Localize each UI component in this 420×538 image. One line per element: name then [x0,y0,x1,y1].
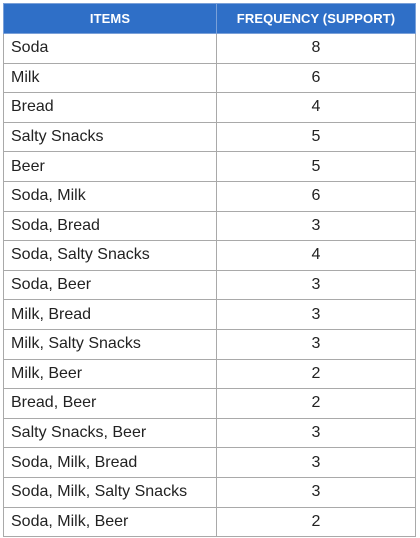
frequency-cell: 3 [216,210,416,242]
table-row: Beer 5 [3,151,416,182]
frequency-cell: 4 [216,240,416,271]
itemset-cell: Milk, Beer [3,358,217,390]
frequency-cell: 3 [216,328,416,360]
frequency-cell: 4 [216,92,416,123]
table-row: Bread 4 [3,92,416,123]
table-row: Milk, Salty Snacks 3 [3,328,416,360]
table-row: Soda, Milk, Bread 3 [3,447,416,478]
itemset-cell: Soda, Beer [3,269,217,301]
table-body: Soda 8 Milk 6 Bread 4 Salty Snacks 5 Beer 5 Soda, … [3,33,416,538]
itemset-cell: Soda, Milk, Bread [3,447,217,478]
frequency-cell: 5 [216,121,416,153]
frequency-cell: 2 [216,388,416,419]
itemset-frequency-table: ITEMS FREQUENCY (SUPPORT) Soda 8 Milk 6 Brea… [3,3,416,538]
table-row: Milk, Beer 2 [3,358,416,390]
frequency-cell: 3 [216,269,416,301]
frequency-cell: 8 [216,33,416,64]
table-row: Milk 6 [3,62,416,94]
itemset-cell: Soda [3,33,217,64]
table-row: Soda, Milk 6 [3,180,416,212]
frequency-cell: 6 [216,62,416,94]
table-row: Soda, Milk, Salty Snacks 3 [3,476,416,508]
itemset-cell: Salty Snacks [3,121,217,153]
table-row: Soda, Beer 3 [3,269,416,301]
itemset-frequency-table-container: ITEMS FREQUENCY (SUPPORT) Soda 8 Milk 6 Brea… [3,3,416,538]
table-row: Salty Snacks 5 [3,121,416,153]
itemset-cell: Soda, Milk, Beer [3,506,217,538]
frequency-cell: 3 [216,417,416,449]
itemset-cell: Soda, Milk [3,180,217,212]
frequency-cell: 3 [216,299,416,330]
table-row: Soda, Bread 3 [3,210,416,242]
table-row: Soda 8 [3,33,416,64]
table-row: Soda, Milk, Beer 2 [3,506,416,538]
frequency-cell: 5 [216,151,416,182]
frequency-cell: 2 [216,506,416,538]
frequency-cell: 3 [216,476,416,508]
itemset-cell: Salty Snacks, Beer [3,417,217,449]
itemset-cell: Soda, Milk, Salty Snacks [3,476,217,508]
frequency-cell: 6 [216,180,416,212]
frequency-column-header: FREQUENCY (SUPPORT) [216,3,416,34]
itemset-cell: Beer [3,151,217,182]
table-row: Bread, Beer 2 [3,388,416,419]
itemset-cell: Milk, Bread [3,299,217,330]
frequency-cell: 3 [216,447,416,478]
header-row: ITEMS FREQUENCY (SUPPORT) [3,3,416,34]
table-row: Soda, Salty Snacks 4 [3,240,416,271]
items-column-header: ITEMS [3,3,217,34]
table-header: ITEMS FREQUENCY (SUPPORT) [3,3,416,34]
itemset-cell: Bread, Beer [3,388,217,419]
itemset-cell: Bread [3,92,217,123]
itemset-cell: Soda, Salty Snacks [3,240,217,271]
table-row: Milk, Bread 3 [3,299,416,330]
frequency-cell: 2 [216,358,416,390]
itemset-cell: Milk [3,62,217,94]
table-row: Salty Snacks, Beer 3 [3,417,416,449]
itemset-cell: Milk, Salty Snacks [3,328,217,360]
itemset-cell: Soda, Bread [3,210,217,242]
